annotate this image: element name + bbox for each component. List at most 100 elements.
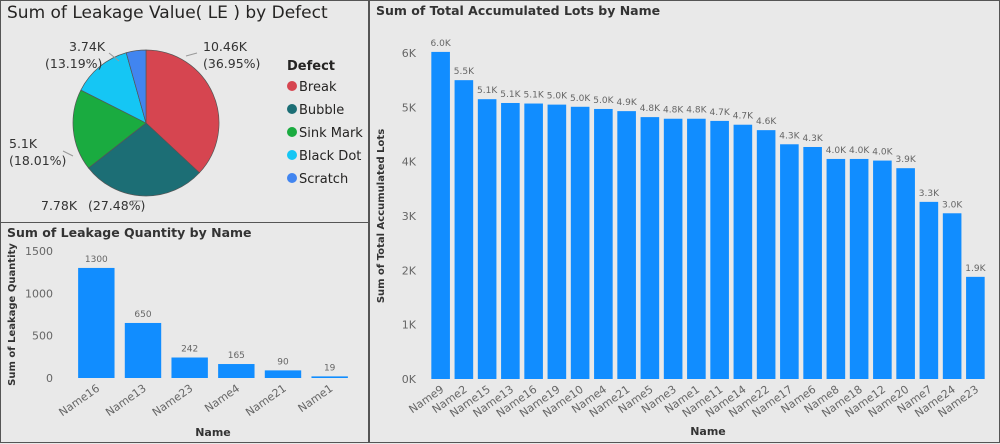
x-axis-title: Name: [690, 425, 726, 438]
bar-name18: [849, 158, 869, 379]
pie-slice-sink-mark: [72, 89, 147, 169]
pie-data-label-percent: (27.48%): [88, 198, 145, 213]
y-tick-label: 5K: [402, 101, 417, 114]
legend-item: Sink Mark: [299, 126, 363, 141]
y-tick-label: 1000: [25, 287, 53, 300]
pie-slice-black-dot: [80, 52, 147, 124]
legend-marker: [287, 81, 297, 91]
data-label: 4.0K: [849, 146, 870, 156]
legend-title: Defect: [287, 59, 335, 74]
bar-name12: [873, 160, 892, 379]
pie-slice-scratch: [125, 49, 147, 124]
data-label: 1.9K: [965, 264, 986, 274]
y-tick-label: 1K: [402, 319, 417, 332]
bar-name2: [454, 80, 474, 380]
accumulated-lots-chart-title: Sum of Total Accumulated Lots by Name: [376, 3, 661, 18]
bar-name3: [663, 118, 683, 379]
accumulated-lots-chart: 0K1K2K3K4K5K6K6.0KName95.5KName25.1KName…: [376, 39, 987, 438]
pie-data-label: 5.1K: [9, 136, 38, 151]
data-label: 5.0K: [570, 94, 591, 104]
bar-name9: [431, 51, 450, 380]
bar-name21: [264, 370, 302, 378]
y-axis-title: Sum of Leakage Quantity: [7, 243, 18, 386]
legend-item: Break: [299, 80, 337, 95]
legend-item: Bubble: [299, 103, 344, 118]
legend-item: Black Dot: [299, 149, 361, 164]
pie-data-label-percent: (13.19%): [45, 56, 102, 71]
accumulated-lots-chart-panel[interactable]: Sum of Total Accumulated Lots by Name 0K…: [369, 0, 1000, 443]
pie-chart-title: Sum of Leakage Value( LE ) by Defect: [7, 3, 328, 23]
bar-name16: [78, 267, 115, 378]
legend-marker: [287, 173, 297, 183]
pie-chart-panel[interactable]: Sum of Leakage Value( LE ) by Defect Bre…: [0, 0, 369, 223]
y-tick-label: 4K: [402, 156, 417, 169]
leader-line: [62, 150, 74, 157]
leakage-quantity-chart-panel[interactable]: Sum of Leakage Quantity by Name 0 500 1000…: [0, 222, 369, 443]
data-label: 4.3K: [779, 131, 800, 141]
pie-data-label: 3.74K: [69, 39, 106, 54]
data-label: 5.0K: [593, 96, 614, 106]
bar-name24: [942, 213, 962, 379]
legend-marker: [287, 127, 297, 137]
data-label: 4.3K: [803, 134, 824, 144]
bar-name5: [640, 117, 660, 379]
bar-name1: [311, 376, 348, 378]
data-label: 4.0K: [872, 148, 893, 158]
leakage-quantity-chart-title: Sum of Leakage Quantity by Name: [7, 225, 252, 240]
bar-name7: [919, 201, 939, 379]
x-tick-label: Name23: [150, 382, 196, 419]
pie-slice-bubble: [88, 122, 200, 197]
legend-item: Scratch: [299, 172, 348, 187]
x-tick-label: Name1: [296, 382, 336, 415]
data-label: 90: [277, 357, 289, 367]
data-label: 4.8K: [640, 104, 661, 114]
bar-name11: [710, 120, 729, 380]
bar-name6: [803, 146, 822, 379]
bar-name17: [780, 144, 799, 379]
bar-name13: [124, 322, 162, 378]
data-label: 1300: [85, 255, 108, 265]
x-axis-title: Name: [195, 426, 231, 439]
data-label: 242: [181, 345, 198, 355]
y-tick-label: 3K: [402, 210, 417, 223]
data-label: 19: [324, 363, 336, 373]
bar-name22: [756, 130, 776, 379]
bar-name16: [524, 103, 543, 379]
bar-name23: [171, 357, 208, 378]
data-label: 4.8K: [663, 106, 684, 116]
bar-name1: [687, 118, 706, 379]
data-label: 4.6K: [756, 117, 777, 127]
x-tick-label: Name13: [103, 382, 149, 419]
data-label: 5.1K: [500, 90, 521, 100]
y-tick-label: 0K: [402, 373, 417, 386]
data-label: 4.8K: [686, 106, 707, 116]
data-label: 5.1K: [477, 86, 498, 96]
leader-line: [185, 52, 198, 57]
y-tick-label: 500: [32, 330, 53, 343]
bar-name15: [477, 99, 497, 379]
data-label: 4.7K: [733, 112, 754, 122]
legend-marker: [287, 104, 297, 114]
bar-name21: [617, 111, 636, 380]
data-label: 165: [228, 351, 245, 361]
bar-name10: [570, 106, 590, 379]
pie-data-label: 7.78K: [41, 198, 78, 213]
y-tick-label: 0: [46, 372, 53, 385]
x-tick-label: Name16: [57, 382, 103, 419]
x-tick-label: Name4: [202, 382, 242, 415]
data-label: 4.0K: [826, 146, 847, 156]
y-axis-title: Sum of Total Accumulated Lots: [376, 129, 387, 303]
bar-name14: [733, 124, 753, 379]
bar-name20: [896, 168, 915, 379]
bar-name4: [594, 108, 613, 380]
pie-data-label-percent: (36.95%): [203, 56, 260, 71]
y-tick-label: 2K: [402, 264, 417, 277]
bar-name23: [966, 276, 985, 379]
bar-name4: [218, 364, 255, 378]
data-label: 650: [134, 310, 151, 320]
data-label: 6.0K: [431, 39, 452, 49]
legend-marker: [287, 150, 297, 160]
leader-line: [108, 52, 120, 62]
leakage-quantity-chart: 0 500 1000 1500 1300 Name16 650 Name13 242 Name23…: [7, 243, 348, 439]
data-label: 5.0K: [547, 92, 568, 102]
